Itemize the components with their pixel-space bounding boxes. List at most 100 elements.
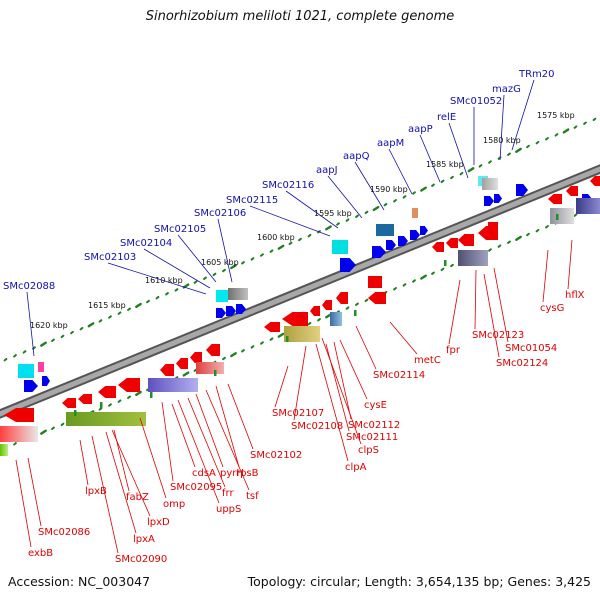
leader-line — [499, 94, 505, 161]
leader-line — [143, 248, 211, 289]
lower-scale-tick — [535, 228, 540, 233]
upper-scale-tick — [478, 164, 483, 168]
upper-scale-tick — [431, 183, 435, 187]
lower-scale-tick — [307, 321, 312, 326]
lower-scale-tick — [40, 429, 47, 435]
upper-scale-tick — [269, 249, 274, 253]
upper-scale-tick — [203, 276, 207, 280]
operon-block — [576, 198, 600, 214]
leader-line — [205, 389, 250, 491]
leader-line — [315, 343, 349, 462]
gene-box — [18, 364, 34, 378]
reverse-gene-arrow — [336, 292, 348, 304]
gene-label-aapm: aapM — [377, 138, 404, 149]
upper-scale-tick — [526, 144, 530, 149]
leader-line — [105, 431, 137, 534]
scale-label: 1610 kbp — [145, 276, 183, 285]
lower-scale-tick — [488, 248, 492, 252]
lower-scale-tick — [402, 283, 407, 287]
leader-line — [419, 134, 441, 183]
reverse-gene-arrow — [190, 352, 202, 363]
leader-line — [355, 325, 377, 370]
upper-scale-tick — [3, 357, 8, 362]
reverse-gene-arrow — [160, 364, 174, 376]
scale-label: 1615 kbp — [88, 301, 126, 310]
gene-box — [488, 222, 498, 232]
reverse-gene-arrow — [446, 238, 458, 248]
reverse-gene-arrow — [98, 386, 116, 398]
forward-gene-arrow — [484, 196, 494, 206]
lower-scale-tick — [260, 341, 264, 345]
gene-label-rpsb: rpsB — [236, 468, 259, 479]
gene-label-smc02090: SMc02090 — [115, 554, 167, 565]
lower-scale-tick — [393, 287, 397, 291]
upper-scale-tick — [60, 334, 65, 339]
reverse-gene-arrow — [62, 398, 76, 408]
upper-scale-tick — [212, 272, 217, 277]
feature-tick — [150, 392, 153, 398]
upper-scale-tick — [459, 171, 464, 176]
leader-line — [474, 269, 477, 330]
lower-scale-tick — [526, 232, 530, 237]
reverse-gene-arrow — [432, 242, 444, 252]
operon-block — [148, 378, 198, 392]
upper-scale-tick — [222, 268, 226, 273]
lower-scale-tick — [250, 345, 255, 349]
forward-gene-arrow — [372, 246, 386, 258]
lower-scale-tick — [269, 337, 274, 341]
leader-line — [542, 249, 549, 303]
gene-label-rele: relE — [437, 112, 456, 123]
leader-line — [217, 218, 233, 283]
upper-scale-tick — [402, 195, 407, 199]
upper-scale-tick — [277, 244, 285, 250]
upper-scale-tick — [412, 191, 416, 195]
scale-label: 1600 kbp — [257, 233, 295, 242]
gene-label-smc02095: SMc02095 — [170, 482, 222, 493]
leader-line — [195, 393, 224, 468]
leader-line — [285, 190, 339, 229]
lower-scale-tick — [497, 244, 502, 248]
scale-label: 1620 kbp — [30, 321, 68, 330]
forward-gene-arrow — [420, 226, 428, 235]
leader-line — [27, 457, 42, 527]
topology-summary: Topology: circular; Length: 3,654,135 bp… — [247, 574, 591, 589]
leader-line — [321, 337, 362, 445]
upper-scale-tick — [87, 322, 95, 328]
leader-line — [339, 339, 368, 400]
reverse-gene-arrow — [566, 186, 578, 196]
lower-scale-tick — [13, 442, 17, 446]
gene-label-smc02107: SMc02107 — [272, 408, 324, 419]
upper-scale-tick — [583, 121, 587, 125]
gene-label-smc02103: SMc02103 — [84, 252, 136, 263]
upper-scale-tick — [260, 253, 264, 257]
gene-label-smc02115: SMc02115 — [226, 195, 278, 206]
lower-scale-tick — [450, 263, 454, 268]
feature-tick — [354, 310, 357, 316]
gene-label-exbb: exbB — [28, 548, 53, 559]
reverse-gene-arrow — [458, 234, 474, 246]
forward-gene-arrow — [24, 380, 38, 392]
gene-label-lpxd: lpxD — [147, 517, 170, 528]
feature-layer — [0, 176, 600, 456]
leader-line — [293, 345, 307, 421]
lower-scale-tick — [230, 352, 237, 358]
upper-scale-tick — [355, 214, 359, 218]
upper-scale-tick — [420, 186, 427, 192]
forward-gene-arrow — [494, 194, 502, 203]
upper-scale-tick — [515, 147, 522, 153]
gene-label-hflx: hflX — [565, 290, 585, 301]
upper-scale-tick — [325, 225, 332, 231]
gene-label-smc01054: SMc01054 — [505, 343, 557, 354]
gene-label-aapp: aapP — [408, 124, 433, 135]
leader-line — [511, 79, 535, 151]
lower-scale-tick — [135, 390, 142, 397]
leader-line — [388, 148, 413, 195]
gene-label-clps: clpS — [358, 445, 379, 456]
forward-gene-arrow — [398, 236, 408, 246]
reverse-gene-arrow — [78, 394, 92, 404]
reverse-gene-arrow — [368, 292, 386, 304]
operon-block — [550, 208, 574, 224]
reverse-gene-arrow — [4, 408, 34, 422]
lower-scale-tick — [182, 371, 190, 377]
upper-scale-tick — [507, 152, 511, 156]
